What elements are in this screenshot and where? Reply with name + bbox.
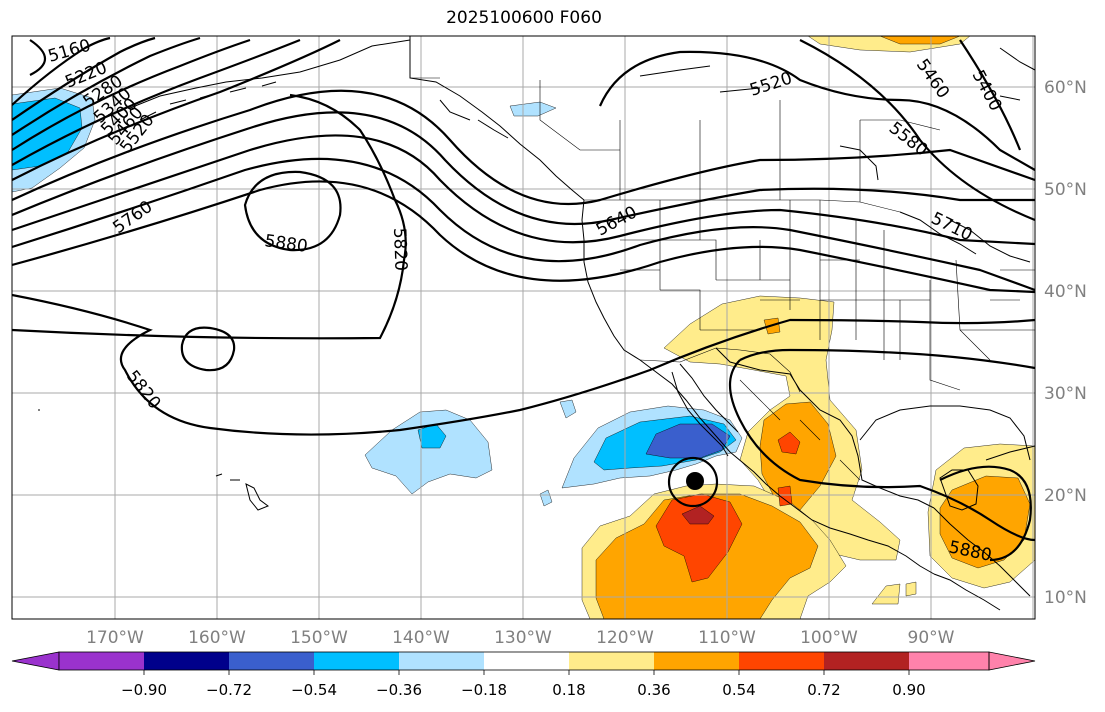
lon-label: 160°W: [188, 628, 246, 648]
colorbar-segment: [399, 652, 484, 670]
colorbar-segment: [654, 652, 739, 670]
lon-label: 150°W: [290, 628, 348, 648]
lat-label: 50°N: [1044, 180, 1087, 200]
political-borders: [410, 77, 1035, 481]
colorbar-segment: [824, 652, 909, 670]
lat-label: 40°N: [1044, 282, 1087, 302]
negative-anomaly-baja: [539, 399, 743, 507]
colorbar-segment: [909, 652, 989, 670]
lon-label: 140°W: [392, 628, 450, 648]
lon-label: 90°W: [908, 628, 955, 648]
lon-label: 120°W: [596, 628, 654, 648]
colorbar-tick-label: −0.54: [291, 681, 337, 699]
height-contours: [12, 36, 1035, 562]
colorbar-segment: [314, 652, 399, 670]
colorbar-tick-label: 0.54: [722, 681, 755, 699]
lon-label: 110°W: [698, 628, 756, 648]
colorbar-segment: [569, 652, 654, 670]
colorbar-tick-label: 0.18: [552, 681, 585, 699]
colorbar-segment: [229, 652, 314, 670]
colorbar-segment: [484, 652, 569, 670]
lon-label: 170°W: [86, 628, 144, 648]
colorbar-tick-label: 0.36: [637, 681, 670, 699]
coastlines: [38, 36, 1035, 611]
colorbar-segment: [739, 652, 824, 670]
contour-label-5820: 5820: [389, 227, 410, 271]
colorbar-outline: [58, 651, 990, 671]
lat-label: 20°N: [1044, 486, 1087, 506]
colorbar-extend-high: [988, 651, 1036, 671]
negative-anomaly-alaska: [509, 101, 557, 117]
lat-label: 60°N: [1044, 78, 1087, 98]
colorbar-segment: [144, 652, 229, 670]
lon-label: 130°W: [494, 628, 552, 648]
map-frame: [11, 35, 1036, 620]
colorbar-tick-label: 0.90: [892, 681, 925, 699]
positive-anomaly-gulf-caribbean: [807, 36, 1035, 589]
colorbar-extend-low: [11, 651, 60, 671]
colorbar-tick-label: −0.36: [376, 681, 422, 699]
colorbar-tick-label: 0.72: [807, 681, 840, 699]
storm-center-marker: [686, 472, 704, 490]
map-title: 2025100600 F060: [446, 8, 602, 28]
longitude-labels: 170°W 160°W 150°W 140°W 130°W 120°W 110°…: [86, 628, 955, 648]
positive-anomaly-east-pacific: [581, 483, 917, 619]
colorbar: −0.90 −0.72 −0.54 −0.36 −0.18 0.18 0.36 …: [11, 651, 1036, 699]
colorbar-segment: [59, 652, 144, 670]
lon-label: 100°W: [800, 628, 858, 648]
lat-label: 30°N: [1044, 384, 1087, 404]
colorbar-tick-label: −0.90: [121, 681, 167, 699]
colorbar-tick-label: −0.72: [206, 681, 252, 699]
lat-label: 10°N: [1044, 588, 1087, 608]
latitude-labels: 60°N 50°N 40°N 30°N 20°N 10°N: [1044, 78, 1087, 608]
colorbar-tick-label: −0.18: [461, 681, 507, 699]
